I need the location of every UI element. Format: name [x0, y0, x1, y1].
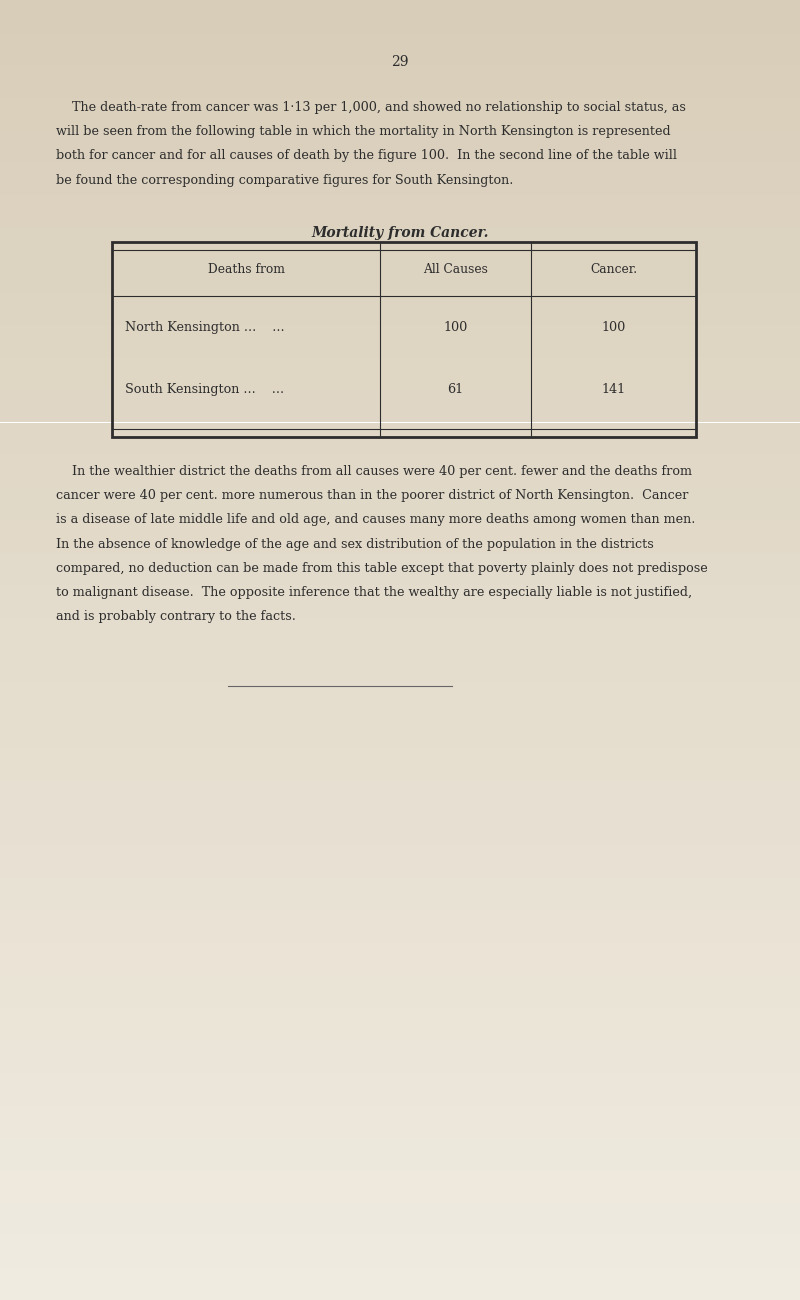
- Bar: [0, 325, 800, 358]
- Text: Mortality from Cancer.: Mortality from Cancer.: [311, 226, 489, 240]
- Bar: [0, 910, 800, 942]
- Bar: [0, 975, 800, 1008]
- Bar: [0, 780, 800, 812]
- Bar: [0, 358, 800, 390]
- Bar: [0, 65, 800, 98]
- Bar: [0, 1170, 800, 1202]
- Text: Deaths from: Deaths from: [207, 263, 285, 276]
- Text: 100: 100: [602, 321, 626, 334]
- Bar: [0, 98, 800, 130]
- Text: and is probably contrary to the facts.: and is probably contrary to the facts.: [56, 610, 296, 623]
- Bar: [0, 195, 800, 228]
- Bar: [0, 618, 800, 650]
- Bar: [0, 227, 800, 260]
- Text: North Kensington ...    ...: North Kensington ... ...: [125, 321, 285, 334]
- Text: both for cancer and for all causes of death by the figure 100.  In the second li: both for cancer and for all causes of de…: [56, 150, 677, 162]
- Text: 61: 61: [447, 384, 464, 396]
- Text: 141: 141: [602, 384, 626, 396]
- Bar: [0, 455, 800, 488]
- Bar: [0, 650, 800, 682]
- Bar: [0, 390, 800, 422]
- Text: to malignant disease.  The opposite inference that the wealthy are especially li: to malignant disease. The opposite infer…: [56, 585, 692, 598]
- Text: 29: 29: [391, 55, 409, 69]
- Bar: [0, 812, 800, 845]
- Text: will be seen from the following table in which the mortality in North Kensington: will be seen from the following table in…: [56, 125, 670, 138]
- Bar: [0, 1235, 800, 1268]
- Text: All Causes: All Causes: [423, 263, 488, 276]
- Bar: [0, 585, 800, 618]
- Bar: [0, 260, 800, 292]
- Text: be found the corresponding comparative figures for South Kensington.: be found the corresponding comparative f…: [56, 173, 514, 186]
- Bar: [0, 1268, 800, 1300]
- Bar: [0, 0, 800, 32]
- Bar: [0, 488, 800, 520]
- Bar: [112, 242, 696, 437]
- Bar: [0, 422, 800, 455]
- Bar: [0, 552, 800, 585]
- Text: is a disease of late middle life and old age, and causes many more deaths among : is a disease of late middle life and old…: [56, 514, 695, 526]
- Text: cancer were 40 per cent. more numerous than in the poorer district of North Kens: cancer were 40 per cent. more numerous t…: [56, 489, 688, 502]
- Bar: [0, 1040, 800, 1072]
- Text: In the wealthier district the deaths from all causes were 40 per cent. fewer and: In the wealthier district the deaths fro…: [56, 465, 692, 478]
- Text: In the absence of knowledge of the age and sex distribution of the population in: In the absence of knowledge of the age a…: [56, 537, 654, 550]
- Text: South Kensington ...    ...: South Kensington ... ...: [125, 384, 284, 396]
- Bar: [0, 32, 800, 65]
- Bar: [0, 1105, 800, 1138]
- Bar: [0, 942, 800, 975]
- Text: compared, no deduction can be made from this table except that poverty plainly d: compared, no deduction can be made from …: [56, 562, 708, 575]
- Bar: [0, 520, 800, 552]
- Bar: [0, 715, 800, 748]
- Bar: [0, 292, 800, 325]
- Text: Cancer.: Cancer.: [590, 263, 637, 276]
- Bar: [0, 682, 800, 715]
- Bar: [0, 162, 800, 195]
- Text: The death-rate from cancer was 1·13 per 1,000, and showed no relationship to soc: The death-rate from cancer was 1·13 per …: [56, 101, 686, 114]
- Bar: [0, 747, 800, 780]
- Bar: [0, 1202, 800, 1235]
- Bar: [0, 1008, 800, 1040]
- Bar: [0, 130, 800, 162]
- Bar: [0, 878, 800, 910]
- Bar: [0, 1072, 800, 1105]
- Bar: [0, 1138, 800, 1170]
- Text: 100: 100: [443, 321, 468, 334]
- Bar: [0, 845, 800, 878]
